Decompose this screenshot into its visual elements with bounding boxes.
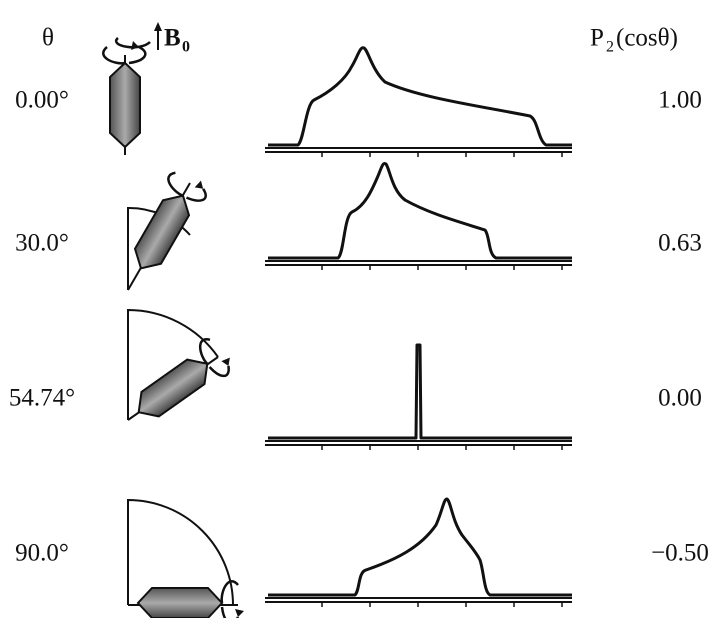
p2-value: 0.00 xyxy=(658,385,702,412)
spectrum xyxy=(268,46,572,147)
p2-value: 1.00 xyxy=(658,87,702,114)
field-symbol: B xyxy=(164,25,181,52)
p2-symbol: P xyxy=(590,25,604,52)
p2-argument: (cosθ) xyxy=(616,25,678,52)
p2-subscript: 2 xyxy=(606,39,614,56)
angle-header: θ xyxy=(42,25,54,52)
angle-label: 54.74° xyxy=(9,385,75,412)
rod-icon xyxy=(127,498,246,618)
spectra xyxy=(265,46,572,607)
field-subscript: 0 xyxy=(182,39,190,56)
angle-label: 0.00° xyxy=(15,87,69,114)
rod-icon xyxy=(120,164,213,291)
p2-header: P 2 (cosθ) xyxy=(590,25,678,56)
angle-label: 90.0° xyxy=(15,540,69,567)
spectrum xyxy=(268,343,572,440)
rod-icon xyxy=(102,39,147,155)
rod-icon xyxy=(124,308,239,431)
spectrum xyxy=(268,162,572,260)
field-header: B 0 xyxy=(114,22,190,56)
spectrum xyxy=(268,497,572,597)
p2-value: 0.63 xyxy=(658,230,702,257)
angle-label: 30.0° xyxy=(15,230,69,257)
p2-value: −0.50 xyxy=(651,540,709,567)
